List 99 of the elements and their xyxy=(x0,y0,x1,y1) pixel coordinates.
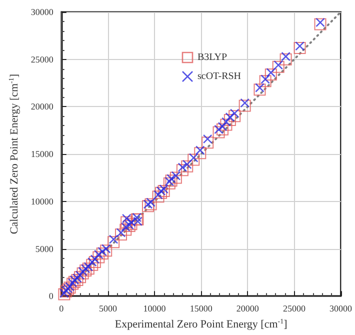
point xyxy=(188,154,200,166)
point xyxy=(100,244,112,257)
point xyxy=(96,247,108,260)
point xyxy=(70,275,80,285)
point xyxy=(126,218,136,227)
y-tick-label: 0 xyxy=(48,291,54,302)
point xyxy=(98,246,108,256)
point xyxy=(114,228,127,241)
point xyxy=(158,184,170,197)
point xyxy=(214,124,224,134)
point xyxy=(281,52,290,62)
point xyxy=(86,258,98,271)
point xyxy=(88,256,101,268)
point xyxy=(87,257,97,267)
point xyxy=(142,200,154,212)
point xyxy=(74,271,86,284)
y-tick-label: 20000 xyxy=(30,102,54,112)
point xyxy=(240,98,250,108)
point xyxy=(181,160,194,172)
y-tick-label: 30000 xyxy=(30,7,54,17)
point xyxy=(72,273,82,283)
point xyxy=(78,266,88,276)
point xyxy=(144,198,157,210)
point xyxy=(65,282,74,292)
point xyxy=(202,134,212,144)
point xyxy=(295,41,304,51)
point xyxy=(272,60,284,73)
legend-label: B3LYP xyxy=(198,52,228,63)
point xyxy=(165,174,178,187)
point xyxy=(314,18,326,30)
x-tick-label: 10000 xyxy=(143,304,166,314)
point xyxy=(75,270,85,280)
point xyxy=(94,250,104,260)
y-tick-label: 25000 xyxy=(30,54,54,64)
point xyxy=(280,53,292,66)
point xyxy=(80,264,90,274)
point xyxy=(178,162,188,172)
point xyxy=(116,228,126,238)
point xyxy=(224,114,236,126)
point xyxy=(266,68,276,78)
y-tick-label: 10000 xyxy=(30,196,54,206)
point xyxy=(294,42,306,54)
point xyxy=(101,244,111,254)
point xyxy=(170,172,182,184)
point xyxy=(316,18,325,28)
x-tick-label: 25000 xyxy=(282,304,306,314)
point xyxy=(90,254,100,264)
x-tick-label: 15000 xyxy=(190,304,213,314)
point xyxy=(195,146,205,155)
point xyxy=(156,186,166,196)
point xyxy=(274,60,284,70)
point xyxy=(259,75,272,88)
x-tick-label: 20000 xyxy=(236,304,260,314)
x-tick-label: 0 xyxy=(59,304,64,314)
point xyxy=(92,251,105,264)
point xyxy=(80,264,92,277)
point xyxy=(133,216,142,226)
point xyxy=(132,212,142,222)
point xyxy=(76,267,89,280)
point xyxy=(82,262,94,275)
point xyxy=(164,176,174,186)
point xyxy=(163,177,176,190)
point xyxy=(238,100,251,112)
y-tick-label: 5000 xyxy=(35,244,54,254)
point xyxy=(260,74,270,84)
point xyxy=(58,288,70,300)
point xyxy=(202,136,214,149)
point xyxy=(264,68,277,80)
point xyxy=(212,126,225,138)
point xyxy=(143,200,153,209)
point xyxy=(222,117,231,126)
point xyxy=(225,112,235,122)
x-tick-label: 30000 xyxy=(330,304,352,314)
point xyxy=(171,171,181,180)
point xyxy=(71,274,84,286)
y-tick-label: 15000 xyxy=(30,149,54,160)
point xyxy=(68,278,78,288)
point xyxy=(182,160,192,170)
point xyxy=(220,118,232,131)
legend-label: scOT-RSH xyxy=(198,71,242,82)
point xyxy=(84,262,94,272)
point xyxy=(255,83,264,92)
point xyxy=(108,234,118,244)
point xyxy=(159,184,168,194)
point xyxy=(194,147,206,160)
point xyxy=(176,164,188,176)
point xyxy=(228,110,241,122)
point xyxy=(108,236,120,248)
point xyxy=(218,122,228,132)
point xyxy=(152,190,164,203)
point xyxy=(216,123,228,136)
point xyxy=(254,84,266,96)
point xyxy=(166,174,176,184)
point xyxy=(146,198,156,207)
point xyxy=(155,186,168,199)
x-tick-label: 5000 xyxy=(98,304,118,314)
point xyxy=(154,190,163,200)
point xyxy=(188,153,198,162)
point xyxy=(230,108,240,118)
